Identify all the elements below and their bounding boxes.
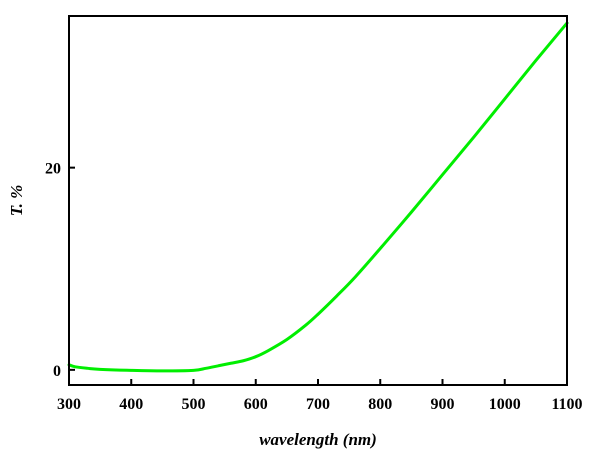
y-axis-title: T. % — [7, 185, 26, 217]
y-tick-label: 0 — [53, 363, 61, 380]
plot-frame — [68, 15, 568, 386]
y-tick-label: 20 — [45, 161, 61, 178]
x-tick-label: 1100 — [551, 396, 582, 413]
tick-layer: 300 400 500 600 700 800 900 1000 1100 0 20 — [45, 161, 583, 413]
x-tick-label: 400 — [119, 396, 143, 413]
x-tick-label: 700 — [306, 396, 330, 413]
x-tick-label: 600 — [244, 396, 268, 413]
x-tick-label: 300 — [57, 396, 81, 413]
x-tick-label: 500 — [182, 396, 206, 413]
axis-layer — [68, 15, 568, 386]
x-tick-label: 800 — [368, 396, 392, 413]
plot-layer — [67, 21, 569, 373]
x-tick-label: 900 — [431, 396, 455, 413]
x-tick-label: 1000 — [489, 396, 521, 413]
series-line — [67, 21, 569, 373]
x-axis-title: wavelength (nm) — [259, 430, 377, 449]
